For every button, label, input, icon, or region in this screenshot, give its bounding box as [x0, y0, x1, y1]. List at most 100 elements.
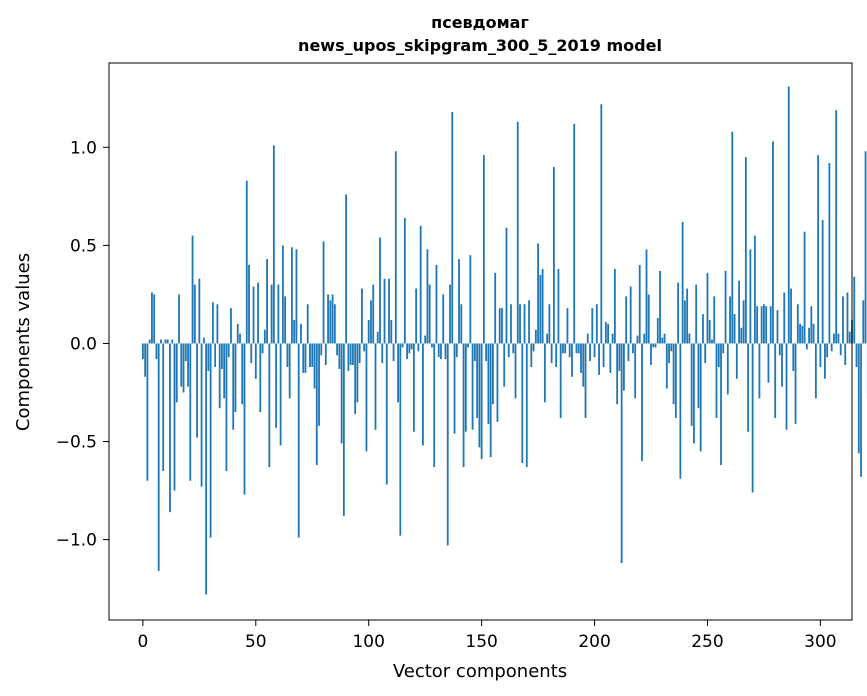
bar-79: [320, 343, 323, 356]
bar-311: [844, 343, 847, 366]
bar-240: [683, 300, 686, 344]
bar-204: [602, 343, 605, 367]
bar-295: [808, 327, 810, 344]
bar-315: [853, 276, 856, 344]
bar-147: [473, 343, 476, 362]
bar-169: [523, 304, 526, 344]
bar-37: [225, 343, 228, 471]
bar-118: [408, 343, 411, 354]
bar-134: [444, 343, 447, 360]
bar-96: [358, 343, 361, 364]
bar-143: [464, 343, 467, 432]
bar-197: [586, 333, 589, 344]
bar-259: [726, 343, 729, 395]
bar-282: [778, 343, 781, 356]
bar-195: [582, 343, 585, 387]
y-tick-label: −1.0: [56, 531, 97, 551]
bar-86: [336, 343, 338, 356]
bar-13: [171, 339, 174, 344]
bar-198: [589, 343, 591, 362]
bar-206: [607, 323, 609, 344]
bar-95: [356, 343, 359, 403]
bar-263: [735, 343, 738, 379]
bar-117: [406, 343, 409, 360]
bar-294: [805, 343, 808, 350]
bar-158: [498, 308, 501, 344]
bar-114: [399, 343, 402, 536]
bar-298: [814, 343, 817, 399]
bar-35: [221, 343, 223, 369]
y-tick-label: 0.0: [70, 334, 97, 354]
bar-303: [826, 343, 829, 358]
bar-148: [476, 343, 479, 418]
bar-228: [656, 317, 659, 344]
bar-180: [548, 304, 551, 344]
bar-150: [480, 343, 483, 460]
bar-261: [731, 131, 734, 344]
bar-107: [383, 278, 386, 344]
bar-274: [760, 306, 763, 344]
bar-73: [306, 304, 309, 344]
bar-45: [243, 343, 246, 495]
bar-20: [187, 343, 189, 387]
bar-267: [744, 157, 747, 344]
bar-16: [178, 294, 180, 344]
bar-196: [584, 343, 587, 418]
bar-100: [367, 319, 370, 344]
x-tick-label: 250: [691, 632, 723, 652]
bar-108: [385, 343, 388, 485]
bar-272: [756, 306, 759, 344]
bar-6: [155, 343, 158, 360]
bar-288: [792, 343, 795, 371]
bar-203: [600, 104, 603, 344]
bar-285: [785, 343, 788, 430]
bar-1: [144, 343, 147, 377]
bar-305: [830, 343, 833, 352]
bar-135: [446, 343, 449, 546]
y-axis-label: Components values: [13, 253, 34, 431]
bar-226: [652, 343, 655, 348]
bar-156: [494, 272, 497, 344]
bar-124: [422, 343, 424, 446]
bar-307: [835, 110, 838, 344]
bar-129: [433, 343, 436, 468]
bar-182: [552, 166, 555, 344]
bar-76: [313, 343, 316, 389]
x-axis-label: Vector components: [393, 661, 567, 682]
bar-80: [322, 241, 325, 344]
bar-19: [184, 343, 187, 362]
bar-223: [645, 249, 648, 344]
bar-277: [767, 343, 770, 383]
bar-22: [191, 235, 194, 344]
x-tick-label: 50: [245, 632, 267, 652]
bar-87: [338, 343, 341, 369]
bar-128: [431, 343, 433, 348]
bar-207: [609, 343, 612, 373]
x-tick-label: 300: [804, 632, 836, 652]
bar-36: [223, 343, 226, 399]
bar-164: [512, 343, 515, 354]
bar-199: [591, 308, 594, 344]
bar-41: [234, 343, 237, 413]
x-tick-label: 200: [578, 632, 610, 652]
bar-14: [173, 343, 176, 491]
bar-255: [717, 343, 720, 367]
bar-222: [643, 333, 646, 344]
bar-289: [794, 343, 797, 424]
bar-17: [180, 343, 183, 387]
bars-group: [141, 86, 867, 595]
bar-149: [478, 343, 481, 448]
bar-202: [598, 343, 600, 375]
bar-241: [686, 288, 689, 344]
bar-9: [162, 343, 165, 471]
bar-69: [297, 343, 300, 538]
bar-260: [729, 296, 731, 344]
bar-119: [410, 343, 413, 350]
bar-81: [324, 343, 327, 366]
bar-284: [783, 292, 786, 344]
bar-31: [211, 302, 214, 344]
bar-216: [629, 286, 632, 344]
bar-145: [469, 255, 472, 344]
bar-221: [641, 343, 643, 462]
bar-44: [241, 343, 244, 405]
